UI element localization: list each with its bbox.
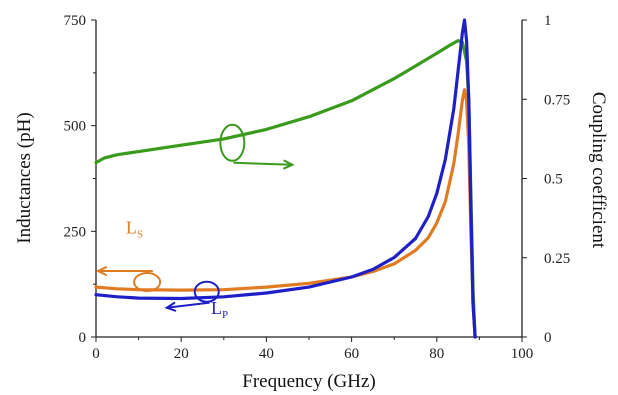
data-point-k: [116, 153, 119, 156]
series-line-ls: [94, 88, 477, 339]
data-point-k: [457, 39, 459, 42]
x-tick-label: 0: [92, 346, 100, 362]
data-point-ls: [95, 286, 97, 288]
data-point-lp: [444, 158, 447, 161]
series-label-lp: LP: [211, 298, 228, 321]
data-point-ls: [465, 99, 468, 102]
annotation-layer: [95, 123, 295, 312]
data-point-k: [414, 65, 417, 67]
data-point-ls: [461, 99, 464, 102]
x-axis-title: Frequency (GHz): [242, 371, 375, 392]
data-point-k: [308, 115, 310, 118]
series-label-sub: P: [222, 309, 228, 321]
data-point-lp: [427, 215, 430, 218]
series-label-ls: LS: [126, 217, 143, 240]
data-point-ls: [436, 222, 438, 224]
data-point-k: [95, 161, 97, 164]
series-label-sub: S: [137, 228, 143, 240]
data-point-k: [448, 44, 451, 47]
ticks-layer: 0 20 40 60 80 100 0 250 500 750 0 0.25 0.5 0.75 1: [64, 13, 571, 362]
y-right-tick-label: 0.5: [544, 172, 563, 188]
annotation-arrow-ls: [95, 266, 154, 276]
annotation-arrow-lp: [164, 301, 210, 312]
series-label-main: L: [211, 298, 222, 318]
series-label-main: L: [126, 217, 137, 237]
y-left-tick-label: 0: [79, 330, 87, 346]
data-point-lp: [457, 69, 459, 72]
data-point-lp: [461, 31, 464, 34]
data-point-ls: [308, 282, 310, 285]
series-line-k: [94, 39, 477, 339]
data-point-ls: [393, 263, 396, 265]
y-right-tick-label: 0: [544, 330, 552, 346]
data-point-lp: [414, 237, 417, 240]
data-point-lp: [474, 336, 476, 338]
data-point-lp: [223, 296, 225, 298]
data-point-lp: [472, 302, 474, 304]
y-left-tick-label: 500: [64, 119, 87, 135]
data-point-ls: [463, 88, 466, 91]
data-point-ls: [414, 249, 417, 252]
annotation-arrow-k: [233, 159, 295, 170]
data-point-k: [180, 144, 182, 147]
data-point-lp: [350, 276, 353, 278]
data-point-lp: [436, 192, 438, 195]
data-point-ls: [457, 133, 459, 135]
y-right-tick-label: 0.25: [544, 251, 570, 267]
data-point-lp: [465, 40, 468, 42]
data-point-lp: [393, 256, 396, 259]
data-point-lp: [470, 209, 472, 211]
data-point-lp: [372, 268, 374, 271]
data-point-k: [223, 138, 225, 140]
y-right-tick-label: 1: [544, 13, 552, 29]
data-point-lp: [308, 286, 310, 288]
right-y-axis-title: Coupling coefficient: [588, 92, 609, 249]
x-tick-label: 80: [429, 346, 444, 362]
data-point-ls: [223, 288, 225, 291]
data-point-ls: [116, 288, 119, 290]
data-point-lp: [180, 297, 182, 300]
left-y-axis-title: Inductances (pH): [14, 112, 35, 243]
data-point-k: [103, 157, 106, 159]
data-point-ls: [453, 162, 455, 165]
data-point-k: [393, 77, 396, 80]
marker-ellipse-ls: [133, 272, 162, 293]
data-point-lp: [95, 293, 97, 296]
y-left-tick-label: 250: [64, 224, 87, 240]
data-point-lp: [453, 107, 455, 110]
data-point-ls: [444, 200, 447, 203]
data-point-ls: [180, 289, 182, 291]
data-point-k: [350, 100, 353, 102]
y-right-tick-label: 0.75: [544, 92, 570, 108]
data-point-lp: [116, 296, 119, 298]
data-point-ls: [265, 286, 268, 288]
data-point-ls: [427, 236, 430, 239]
marker-ellipse-k: [219, 123, 246, 162]
data-point-lp: [265, 292, 268, 294]
data-point-lp: [463, 19, 466, 21]
series-layer: [94, 18, 477, 339]
x-tick-label: 40: [259, 346, 274, 362]
data-point-k: [265, 128, 268, 131]
x-tick-label: 20: [174, 346, 189, 362]
x-tick-label: 60: [344, 346, 359, 362]
data-point-k: [436, 52, 438, 55]
marker-ellipse-lp: [193, 280, 220, 303]
x-tick-label: 100: [511, 346, 534, 362]
y-left-tick-label: 750: [64, 13, 87, 29]
data-point-k: [137, 150, 140, 153]
data-point-lp: [467, 99, 470, 102]
data-point-lp: [137, 297, 140, 299]
